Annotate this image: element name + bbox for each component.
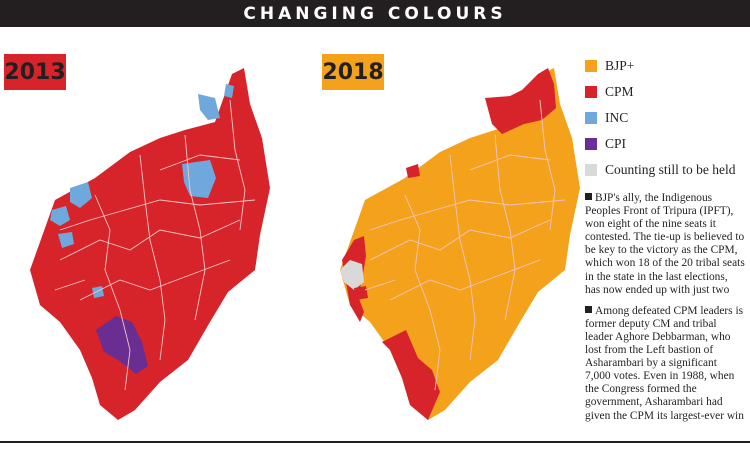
note-ipft-text: BJP's ally, the Indigenous Peoples Front… xyxy=(585,192,745,296)
note-debbarman-text: Among defeated CPM leaders is former dep… xyxy=(585,304,744,422)
note-ipft: BJP's ally, the Indigenous Peoples Front… xyxy=(585,192,745,297)
legend-swatch-cpi xyxy=(585,137,597,150)
legend-swatch-bjp xyxy=(585,59,597,72)
bullet-square-icon xyxy=(585,305,592,313)
legend: BJP+ CPM INC CPI Counting still to be he… xyxy=(585,54,750,184)
legend-swatch-counting xyxy=(585,163,597,176)
map-2013-regions xyxy=(30,68,270,420)
legend-swatch-inc xyxy=(585,111,597,124)
year-label-2013: 2013 xyxy=(4,59,66,85)
state-outline xyxy=(340,68,580,420)
tripura-map-2018 xyxy=(340,68,580,420)
inc-seat-west-1 xyxy=(70,182,92,208)
legend-label-inc: INC xyxy=(605,109,629,125)
tripura-map-2013 xyxy=(30,68,270,420)
legend-item-cpm: CPM xyxy=(585,80,750,103)
notes: BJP's ally, the Indigenous Peoples Front… xyxy=(585,192,745,431)
map-2018-regions xyxy=(340,68,580,420)
inc-seat-west-3 xyxy=(58,232,74,248)
legend-label-counting: Counting still to be held xyxy=(605,161,736,177)
cpm-seat-west-small xyxy=(354,286,368,300)
inc-seat-south xyxy=(92,286,104,298)
inc-seat-east xyxy=(182,160,216,198)
constituency-boundaries xyxy=(54,99,256,391)
legend-label-cpi: CPI xyxy=(605,135,627,151)
inc-seat-north-small xyxy=(224,84,234,98)
legend-item-cpi: CPI xyxy=(585,132,750,155)
inc-seat-west-2 xyxy=(50,206,70,226)
year-label-2018: 2018 xyxy=(322,59,384,85)
note-debbarman: Among defeated CPM leaders is former dep… xyxy=(585,305,745,423)
year-badge-2018: 2018 xyxy=(322,54,384,90)
legend-label-bjp: BJP+ xyxy=(605,57,635,73)
legend-label-cpm: CPM xyxy=(605,83,634,99)
inc-seat-north xyxy=(198,94,220,120)
legend-swatch-cpm xyxy=(585,85,597,98)
counting-seat xyxy=(340,260,364,290)
cpm-seat-north-small xyxy=(406,164,420,178)
legend-item-inc: INC xyxy=(585,106,750,129)
year-badge-2013: 2013 xyxy=(4,54,66,90)
legend-item-bjp: BJP+ xyxy=(585,54,750,77)
constituency-boundaries xyxy=(364,99,566,391)
title-bar: CHANGING COLOURS xyxy=(0,0,750,27)
cpi-seat xyxy=(96,316,148,374)
cpm-seats-north xyxy=(485,68,556,134)
legend-item-counting: Counting still to be held xyxy=(585,158,750,181)
page-title: CHANGING COLOURS xyxy=(243,3,507,24)
bottom-rule xyxy=(0,441,750,443)
cpm-seats-south xyxy=(382,330,440,420)
bullet-square-icon xyxy=(585,193,592,200)
